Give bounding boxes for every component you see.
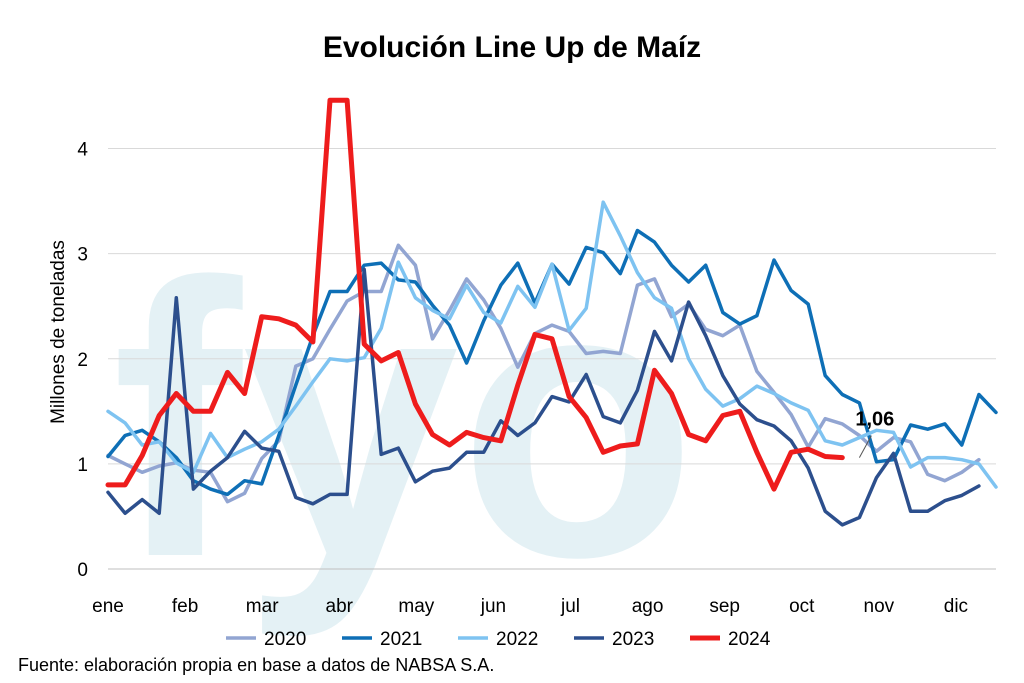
series-line-2023 bbox=[106, 267, 981, 527]
x-tick-label: nov bbox=[864, 596, 895, 617]
x-tick-label: jul bbox=[560, 596, 580, 617]
annotation-leader-line bbox=[858, 435, 872, 458]
legend-label: 2024 bbox=[728, 629, 771, 650]
y-tick-label: 3 bbox=[77, 245, 88, 266]
y-axis-label: Millones de toneladas bbox=[48, 240, 69, 424]
x-tick-label: abr bbox=[326, 596, 354, 617]
x-tick-label: feb bbox=[172, 596, 198, 617]
x-tick-label: may bbox=[398, 596, 434, 617]
legend-item-2023: 2023 bbox=[574, 629, 654, 650]
legend-label: 2021 bbox=[380, 629, 422, 650]
x-tick-label: oct bbox=[789, 596, 815, 617]
x-tick-label: ene bbox=[92, 596, 124, 617]
x-tick-label: jun bbox=[480, 596, 506, 617]
y-tick-label: 1 bbox=[77, 455, 88, 476]
legend-label: 2023 bbox=[612, 629, 654, 650]
legend-label: 2022 bbox=[496, 629, 538, 650]
y-tick-label: 2 bbox=[77, 350, 88, 371]
x-tick-label: mar bbox=[246, 596, 279, 617]
x-tick-label: sep bbox=[709, 596, 740, 617]
legend-item-2020: 2020 bbox=[226, 629, 306, 650]
chart-title: Evolución Line Up de Maíz bbox=[323, 31, 701, 64]
source-note: Fuente: elaboración propia en base a dat… bbox=[18, 655, 494, 675]
legend-label: 2020 bbox=[264, 629, 306, 650]
series-lines bbox=[105, 97, 998, 527]
x-tick-label: ago bbox=[632, 596, 664, 617]
x-tick-label: dic bbox=[944, 596, 968, 617]
y-tick-labels: 0 1 2 3 4 bbox=[77, 140, 88, 581]
annotation-label: 1,06 bbox=[855, 409, 894, 431]
legend-item-2024: 2024 bbox=[690, 629, 771, 650]
series-line-2024 bbox=[105, 97, 845, 492]
legend-item-2021: 2021 bbox=[342, 629, 422, 650]
watermark-text: fyo bbox=[112, 202, 697, 640]
series-line-2020 bbox=[106, 243, 981, 504]
x-tick-labels: ene feb mar abr may jun jul ago sep oct nov dic bbox=[92, 596, 968, 617]
legend-item-2022: 2022 bbox=[458, 629, 538, 650]
annotation: 1,06 bbox=[855, 409, 894, 458]
y-tick-label: 4 bbox=[77, 140, 88, 161]
fyo-watermark: fyo bbox=[112, 202, 697, 640]
gridlines bbox=[108, 148, 996, 570]
y-tick-label: 0 bbox=[77, 560, 88, 581]
legend: 2020 2021 2022 2023 2024 bbox=[226, 629, 771, 650]
